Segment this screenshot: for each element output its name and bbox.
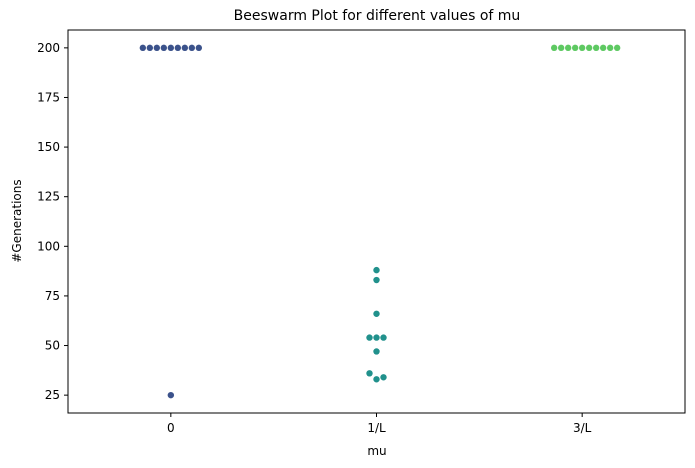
data-point [593,45,599,51]
data-point [380,374,386,380]
x-axis: 0 1/L 3/L [167,413,592,435]
y-tick-label: 200 [37,41,60,55]
data-point [607,45,613,51]
data-point [373,311,379,317]
data-point [196,45,202,51]
x-tick-label: 0 [167,421,175,435]
chart-title: Beeswarm Plot for different values of mu [234,8,521,24]
data-point [600,45,606,51]
data-point [154,45,160,51]
y-tick-label: 75 [45,289,60,303]
data-point [161,45,167,51]
data-point [147,45,153,51]
y-tick-label: 125 [37,190,60,204]
y-tick-label: 50 [45,339,60,353]
data-point [586,45,592,51]
data-point [366,370,372,376]
x-tick-label: 3/L [573,421,592,435]
data-point [189,45,195,51]
data-point [373,267,379,273]
data-point [614,45,620,51]
data-point [380,334,386,340]
y-tick-label: 150 [37,140,60,154]
data-point [175,45,181,51]
data-point [558,45,564,51]
data-point [373,376,379,382]
data-point [579,45,585,51]
plot-frame [68,30,685,413]
data-point [168,392,174,398]
data-point [565,45,571,51]
data-point [373,277,379,283]
data-point [168,45,174,51]
x-tick-label: 1/L [367,421,386,435]
data-point [140,45,146,51]
y-tick-label: 25 [45,388,60,402]
y-tick-label: 175 [37,90,60,104]
data-point [572,45,578,51]
data-points [140,45,621,399]
data-point [182,45,188,51]
y-tick-label: 100 [37,239,60,253]
y-axis-label: #Generations [10,179,24,262]
data-point [366,334,372,340]
data-point [373,334,379,340]
data-point [551,45,557,51]
y-axis: 25 50 75 100 125 150 175 200 [37,41,68,402]
x-axis-label: mu [367,444,386,458]
data-point [373,348,379,354]
